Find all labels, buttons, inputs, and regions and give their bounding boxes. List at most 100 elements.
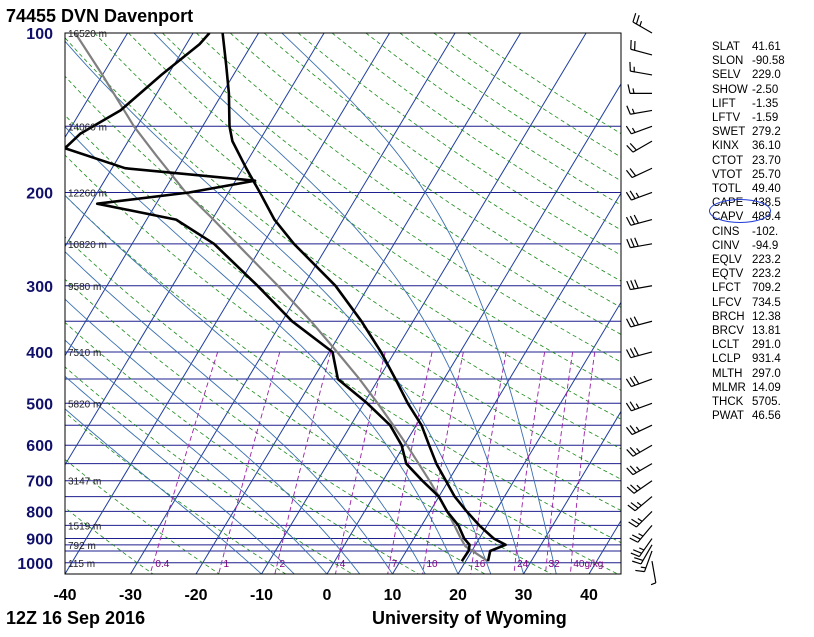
mixing-ratio-line	[149, 351, 219, 574]
barb-shaft	[631, 167, 653, 179]
barb-flag	[629, 142, 637, 151]
wind-barb	[625, 167, 653, 179]
barb-flag	[631, 518, 640, 525]
barb-flag	[626, 238, 631, 248]
height-label: 12260 m	[68, 188, 107, 199]
index-row-swet: SWET 279.2	[712, 125, 812, 139]
temperature-tick-label: -40	[53, 587, 76, 604]
barb-flag	[625, 426, 633, 435]
barb-flag	[626, 105, 631, 115]
pressure-tick-label: 1000	[17, 556, 53, 573]
barb-shaft	[631, 191, 653, 201]
index-row-brch: BRCH 12.38	[712, 310, 812, 324]
dry-adiabat	[229, 33, 621, 308]
pressure-tick-label: 500	[26, 396, 53, 413]
index-value: 49.40	[752, 183, 781, 196]
barb-flag	[625, 378, 632, 387]
diagram-grid	[65, 33, 621, 574]
index-row-vtot: VTOT 25.70	[712, 168, 812, 182]
dry-adiabat	[65, 154, 621, 544]
barb-flag	[634, 237, 639, 247]
mixing-ratio-label: 32	[549, 559, 561, 570]
index-row-lclp: LCLP 931.4	[712, 352, 812, 366]
barb-flag	[630, 484, 638, 492]
index-name: LIFT	[712, 97, 736, 110]
mixing-ratio-label: 24	[517, 559, 529, 570]
barb-flag	[626, 280, 631, 290]
barb-flag	[633, 316, 640, 326]
isotherm-line	[392, 192, 621, 574]
index-row-slon: SLON -90.58	[712, 54, 812, 68]
index-row-lclt: LCLT 291.0	[712, 338, 812, 352]
barb-flag	[630, 280, 635, 290]
dry-adiabat	[65, 411, 286, 574]
index-value: 36.10	[752, 140, 781, 153]
barb-flag	[625, 318, 632, 328]
barb-half-flag	[631, 108, 635, 114]
barb-flag	[625, 402, 632, 412]
parcel-path-line	[74, 33, 489, 563]
mixing-ratio-line	[218, 351, 281, 574]
height-label: 7510 m	[68, 348, 101, 359]
barb-flag	[630, 502, 639, 509]
wind-barb	[632, 13, 653, 34]
index-name: BRCH	[712, 310, 745, 323]
barb-flag	[629, 537, 639, 543]
barb-shaft	[634, 496, 653, 512]
wind-barb	[630, 39, 653, 56]
index-name: CINS	[712, 225, 740, 238]
mixing-ratio-line	[470, 351, 507, 574]
dry-adiabat	[65, 37, 621, 450]
barb-half-flag	[635, 426, 640, 432]
wind-barb	[630, 538, 653, 558]
barb-half-flag	[631, 127, 636, 133]
index-value: 46.56	[752, 410, 781, 423]
plot-frame	[64, 32, 622, 575]
barb-flag	[628, 521, 637, 528]
index-value: 279.2	[752, 126, 781, 139]
barb-half-flag	[632, 88, 635, 94]
index-name: BRCV	[712, 325, 744, 338]
mixing-ratio-line	[422, 351, 464, 574]
height-label: 3147 m	[68, 477, 101, 488]
wind-barb	[625, 401, 653, 412]
barb-shaft	[643, 550, 653, 572]
dry-adiabat	[65, 75, 621, 480]
index-name: SWET	[712, 126, 746, 139]
dry-adiabat	[162, 33, 621, 363]
index-row-show: SHOW -2.50	[712, 83, 812, 97]
wind-barb	[625, 190, 653, 201]
index-value: -1.59	[752, 112, 779, 125]
index-name: LFCT	[712, 282, 741, 295]
index-name: SLAT	[712, 41, 740, 53]
mixing-ratio-line	[545, 351, 574, 574]
index-name: LCLP	[712, 353, 741, 366]
index-row-cinv: CINV -94.9	[712, 239, 812, 253]
isotherm-line	[65, 33, 129, 139]
moist-adiabat	[153, 33, 524, 574]
pressure-tick-label: 900	[26, 532, 53, 549]
barb-flag	[629, 425, 637, 434]
barb-flag	[632, 549, 642, 554]
barb-half-flag	[635, 403, 640, 409]
barb-flag	[629, 317, 636, 327]
index-row-cins: CINS -102.	[712, 225, 812, 239]
pressure-tick-label: 300	[26, 279, 53, 296]
index-name: EQLV	[712, 254, 742, 267]
pressure-tick-label: 100	[26, 26, 53, 43]
temperature-tick-label: 40	[580, 587, 598, 604]
barb-flag	[629, 401, 636, 410]
index-value: 229.0	[752, 69, 781, 82]
height-label: 5820 m	[68, 399, 101, 410]
index-value: 489.4	[752, 211, 781, 224]
wind-barb	[650, 561, 657, 586]
index-name: LFCV	[712, 296, 742, 309]
index-row-thck: THCK 5705.	[712, 395, 812, 409]
barb-flag	[635, 15, 640, 25]
wind-barb	[626, 463, 653, 476]
index-value: -90.58	[752, 55, 785, 68]
isotherm-line	[457, 301, 621, 574]
barb-shaft	[631, 378, 653, 388]
index-name: EQTV	[712, 268, 744, 281]
